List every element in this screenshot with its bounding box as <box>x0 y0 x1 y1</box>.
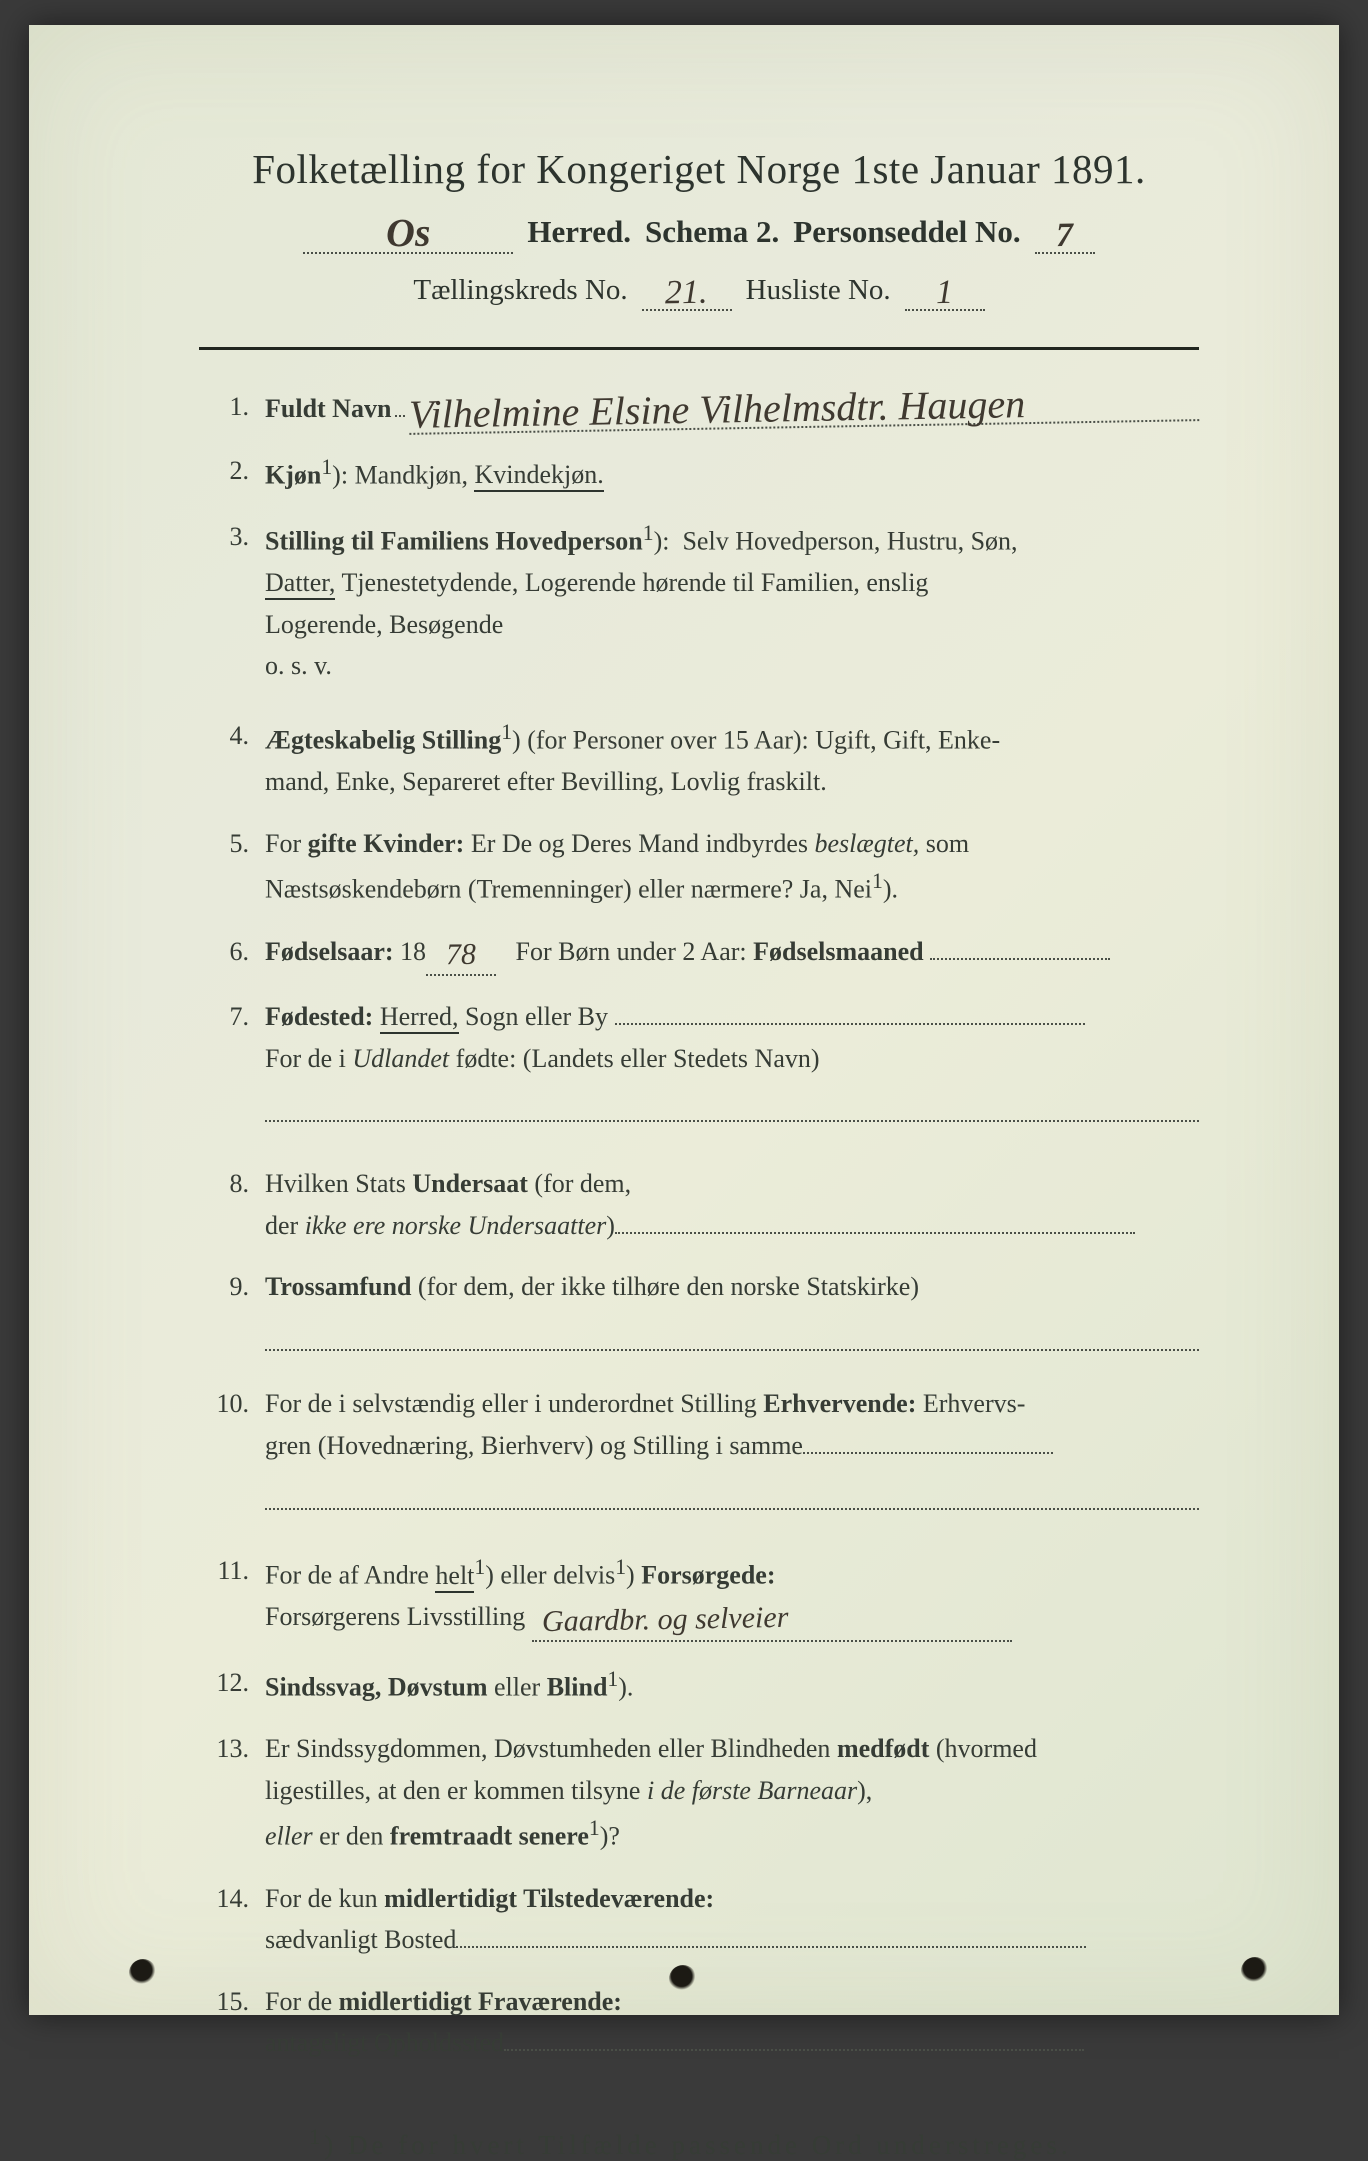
item3-selected: Datter, <box>265 568 335 600</box>
item-7: Fødested: Herred, Sogn eller By For de i… <box>199 996 1199 1135</box>
item-12: Sindssvag, Døvstum eller Blind1). <box>199 1662 1199 1708</box>
form-title: Folketælling for Kongeriget Norge 1ste J… <box>199 145 1199 193</box>
item4-label: Ægteskabelig Stilling <box>265 726 501 755</box>
item-2: Kjøn1): Mandkjøn, Kvindekjøn. <box>199 450 1199 496</box>
item-1: Fuldt Navn Vilhelmine Elsine Vilhelmsdtr… <box>199 386 1199 430</box>
item-10: For de i selvstændig eller i underordnet… <box>199 1383 1199 1522</box>
item3-line2: Tjenestetydende, Logerende hørende til F… <box>341 568 928 597</box>
item3-label: Stilling til Familiens Hovedperson <box>265 527 643 556</box>
ink-blot-icon <box>129 1959 157 1987</box>
item1-value: Vilhelmine Elsine Vilhelmsdtr. Haugen <box>409 383 1199 435</box>
kreds-value: 21. <box>665 278 708 309</box>
form-items: Fuldt Navn Vilhelmine Elsine Vilhelmsdtr… <box>199 386 1199 2064</box>
item-13: Er Sindssygdommen, Døvstumheden eller Bl… <box>199 1728 1199 1857</box>
item-6: Fødselsaar: 1878 For Børn under 2 Aar: F… <box>199 931 1199 977</box>
header-block: Folketælling for Kongeriget Norge 1ste J… <box>199 145 1199 311</box>
herred-field: Os <box>303 211 513 254</box>
herred-label: Herred. <box>527 214 631 250</box>
ink-blot-icon <box>1241 1957 1269 1985</box>
divider-rule <box>199 347 1199 350</box>
header-line-3: Tællingskreds No. 21. Husliste No. 1 <box>199 274 1199 311</box>
kreds-field: 21. <box>642 274 732 311</box>
husliste-field: 1 <box>905 274 985 311</box>
item-14: For de kun midlertidigt Tilstedeværende:… <box>199 1878 1199 1961</box>
item-9: Trossamfund (for dem, der ikke tilhøre d… <box>199 1266 1199 1363</box>
person-no-value: 7 <box>1056 221 1074 252</box>
item-3: Stilling til Familiens Hovedperson1): Se… <box>199 516 1199 687</box>
person-no-field: 7 <box>1035 214 1095 254</box>
item2-opts: Mandkjøn, <box>355 460 475 489</box>
item9-label: Trossamfund <box>265 1272 411 1301</box>
header-line-2: Os Herred. Schema 2. Personseddel No. 7 <box>199 211 1199 254</box>
item-15: For de midlertidigt Fraværende: antageli… <box>199 1981 1199 2064</box>
item11-value: Gaardbr. og selveier <box>542 1604 789 1635</box>
item4-line1: (for Personer over 15 Aar): Ugift, Gift,… <box>527 726 1000 755</box>
item-11: For de af Andre helt1) eller delvis1) Fo… <box>199 1550 1199 1642</box>
ink-blot-icon <box>669 1965 697 1993</box>
item-5: For gifte Kvinder: Er De og Deres Mand i… <box>199 823 1199 911</box>
footnote: 1) De for hvert Tilfælde passende Ord un… <box>199 2124 1199 2161</box>
item2-selected: Kvindekjøn. <box>474 460 603 492</box>
person-label: Personseddel No. <box>793 214 1020 250</box>
item6-label: Fødselsaar: <box>265 937 394 966</box>
item7-label: Fødested: <box>265 1002 373 1031</box>
census-form-page: Folketælling for Kongeriget Norge 1ste J… <box>29 25 1339 2015</box>
item6-year: 78 <box>446 940 476 968</box>
item7-selected: Herred, <box>380 1002 459 1034</box>
husliste-label: Husliste No. <box>746 274 891 307</box>
herred-value: Os <box>386 215 431 252</box>
item1-label: Fuldt Navn <box>265 388 391 430</box>
item3-line4: o. s. v. <box>265 651 332 680</box>
item3-line1: Selv Hovedperson, Hustru, Søn, <box>682 527 1017 556</box>
sup: 1 <box>321 455 332 479</box>
item3-line3: Logerende, Besøgende <box>265 610 503 639</box>
item-8: Hvilken Stats Undersaat (for dem, der ik… <box>199 1163 1199 1246</box>
item-4: Ægteskabelig Stilling1) (for Personer ov… <box>199 715 1199 803</box>
husliste-value: 1 <box>936 278 954 309</box>
schema-label: Schema 2. <box>645 214 779 250</box>
item4-line2: mand, Enke, Separeret efter Bevilling, L… <box>265 767 827 796</box>
item2-label: Kjøn <box>265 460 321 489</box>
kreds-label: Tællingskreds No. <box>413 274 627 307</box>
